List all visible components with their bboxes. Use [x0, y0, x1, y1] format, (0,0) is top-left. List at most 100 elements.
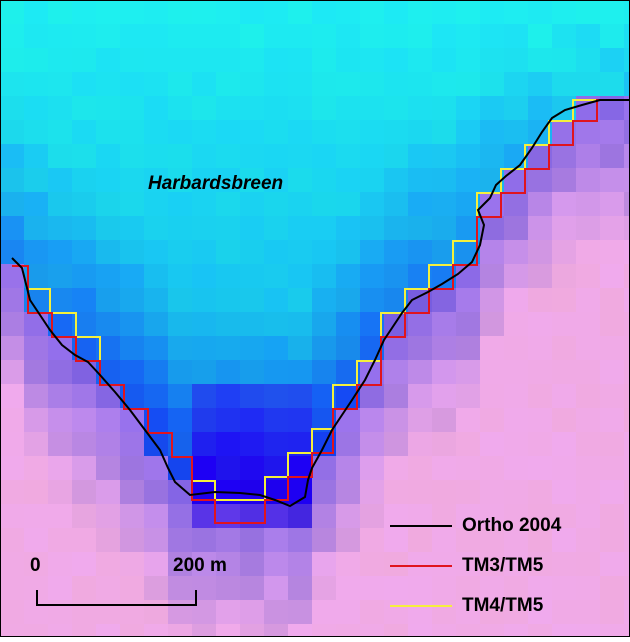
- pixel: [240, 360, 264, 384]
- pixel: [576, 576, 600, 600]
- pixel: [168, 312, 192, 336]
- pixel: [72, 528, 96, 552]
- pixel: [288, 120, 312, 144]
- pixel: [192, 144, 216, 168]
- pixel: [336, 312, 360, 336]
- pixel: [576, 288, 600, 312]
- pixel: [456, 264, 480, 288]
- pixel: [312, 240, 336, 264]
- pixel: [456, 48, 480, 72]
- raster: [0, 0, 630, 637]
- pixel: [48, 24, 72, 48]
- pixel: [0, 384, 24, 408]
- pixel: [240, 624, 264, 637]
- pixel: [216, 600, 240, 624]
- pixel: [528, 336, 552, 360]
- pixel: [96, 456, 120, 480]
- pixel: [96, 168, 120, 192]
- pixel: [72, 24, 96, 48]
- pixel: [504, 432, 528, 456]
- pixel: [360, 168, 384, 192]
- pixel: [144, 624, 168, 637]
- pixel: [336, 576, 360, 600]
- pixel: [288, 312, 312, 336]
- pixel: [96, 24, 120, 48]
- pixel: [360, 288, 384, 312]
- pixel: [576, 600, 600, 624]
- pixel: [408, 456, 432, 480]
- pixel: [432, 552, 456, 576]
- pixel: [312, 120, 336, 144]
- pixel: [576, 144, 600, 168]
- pixel: [48, 264, 72, 288]
- pixel: [120, 312, 144, 336]
- pixel: [552, 144, 576, 168]
- pixel: [264, 576, 288, 600]
- pixel: [504, 216, 528, 240]
- pixel: [432, 0, 456, 24]
- pixel: [480, 312, 504, 336]
- pixel: [528, 264, 552, 288]
- pixel: [360, 72, 384, 96]
- pixel: [216, 72, 240, 96]
- pixel: [432, 144, 456, 168]
- pixel: [120, 264, 144, 288]
- pixel: [576, 432, 600, 456]
- pixel: [24, 168, 48, 192]
- pixel: [360, 504, 384, 528]
- pixel: [576, 0, 600, 24]
- pixel: [168, 216, 192, 240]
- pixel: [48, 168, 72, 192]
- pixel: [288, 408, 312, 432]
- pixel: [120, 168, 144, 192]
- pixel: [576, 264, 600, 288]
- pixel: [168, 408, 192, 432]
- pixel: [72, 624, 96, 637]
- pixel: [264, 144, 288, 168]
- pixel: [408, 600, 432, 624]
- pixel: [480, 144, 504, 168]
- pixel: [432, 312, 456, 336]
- pixel: [360, 528, 384, 552]
- pixel: [408, 624, 432, 637]
- pixel: [120, 552, 144, 576]
- pixel: [0, 144, 24, 168]
- pixel: [144, 288, 168, 312]
- pixel: [504, 336, 528, 360]
- pixel: [96, 120, 120, 144]
- pixel: [48, 360, 72, 384]
- pixel: [216, 624, 240, 637]
- pixel: [72, 480, 96, 504]
- pixel: [600, 216, 624, 240]
- pixel: [312, 216, 336, 240]
- pixel: [384, 480, 408, 504]
- pixel: [48, 528, 72, 552]
- pixel: [384, 576, 408, 600]
- pixel: [72, 144, 96, 168]
- pixel: [408, 504, 432, 528]
- pixel: [192, 408, 216, 432]
- pixel: [144, 96, 168, 120]
- pixel: [48, 336, 72, 360]
- pixel: [216, 384, 240, 408]
- pixel: [504, 120, 528, 144]
- pixel: [336, 168, 360, 192]
- pixel: [216, 312, 240, 336]
- pixel: [336, 624, 360, 637]
- pixel: [360, 24, 384, 48]
- pixel: [528, 432, 552, 456]
- pixel: [408, 96, 432, 120]
- pixel: [480, 480, 504, 504]
- pixel: [24, 480, 48, 504]
- pixel: [96, 48, 120, 72]
- glacier-label: Harbardsbreen: [148, 173, 283, 194]
- pixel: [432, 384, 456, 408]
- pixel: [168, 384, 192, 408]
- pixel: [192, 624, 216, 637]
- pixel: [600, 192, 624, 216]
- pixel: [96, 288, 120, 312]
- pixel: [408, 168, 432, 192]
- pixel: [120, 48, 144, 72]
- pixel: [144, 384, 168, 408]
- pixel: [312, 360, 336, 384]
